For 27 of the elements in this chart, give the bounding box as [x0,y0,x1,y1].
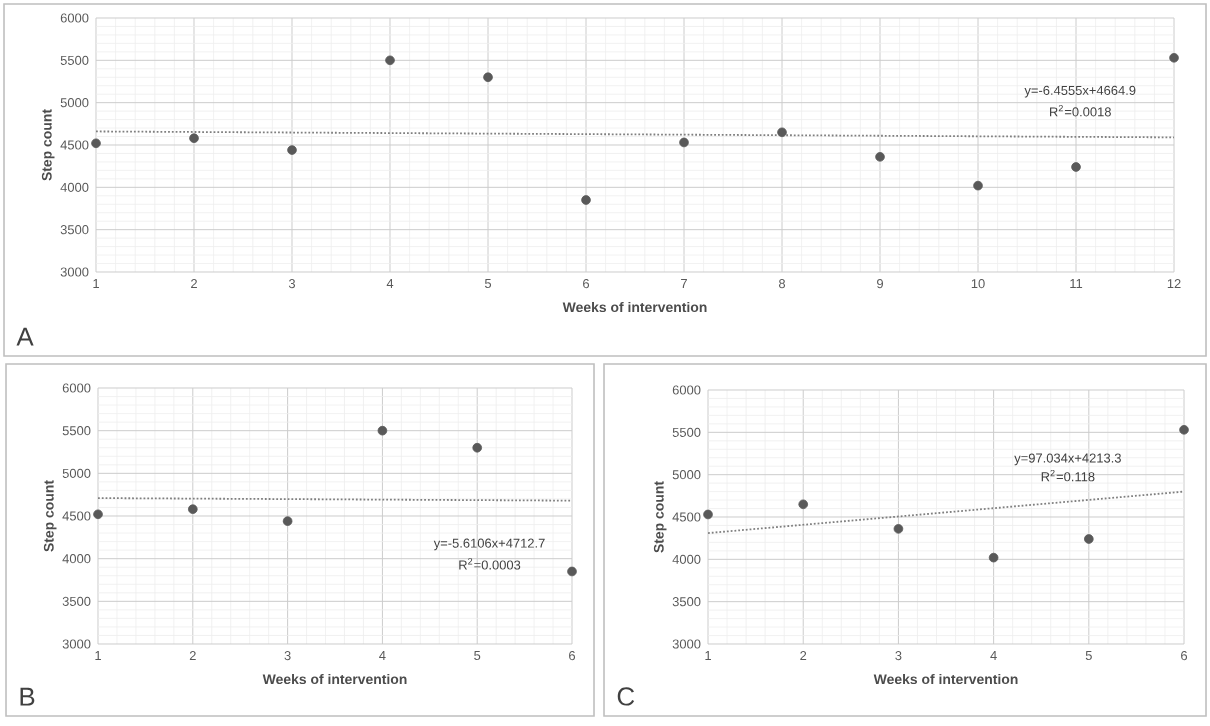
point [875,152,885,162]
point [1179,425,1189,435]
point [679,137,689,148]
point [189,133,199,144]
point [1071,162,1081,172]
text: C [617,687,635,706]
point [91,138,101,149]
point [472,442,483,453]
point [988,552,999,563]
point [703,509,713,520]
point [973,180,983,191]
point [287,145,297,155]
point [581,195,591,205]
point [1169,52,1179,63]
text: A [16,327,34,346]
point [385,55,395,66]
point [1084,534,1094,544]
point [188,504,198,514]
point [483,72,493,83]
point [377,425,388,436]
point [93,509,103,520]
point [798,499,809,510]
point [282,516,293,526]
point [893,524,904,534]
point [777,127,787,138]
point [567,566,577,577]
text: B [20,687,35,706]
